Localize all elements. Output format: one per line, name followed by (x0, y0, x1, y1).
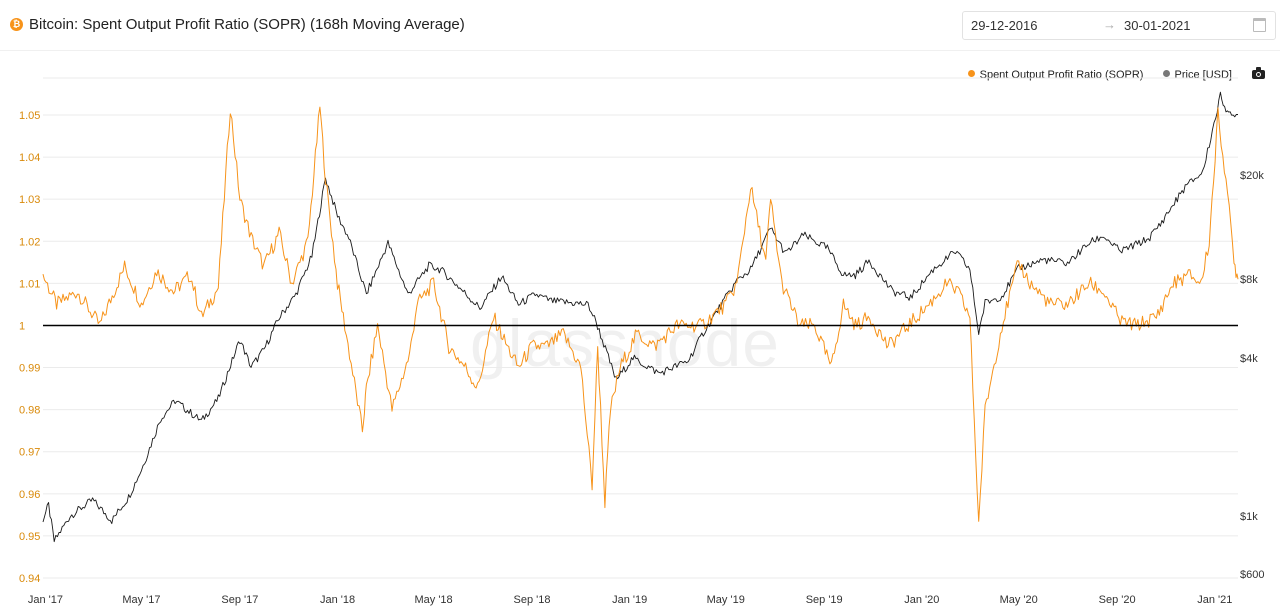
legend-dot-sopr (967, 70, 975, 77)
y-left-tick-label: 1 (19, 320, 25, 332)
y-left-tick-label: 1.05 (19, 110, 40, 122)
y-left-tick-label: 1.02 (19, 236, 40, 248)
bitcoin-icon: ₿ (10, 18, 23, 31)
price-series-line (42, 91, 1239, 543)
y-right-tick-label: $4k (1240, 353, 1258, 365)
x-tick-label: Sep '18 (514, 594, 551, 606)
y-left-tick-label: 0.95 (19, 531, 40, 543)
y-right-tick-label: $600 (1240, 569, 1264, 581)
calendar-icon[interactable] (1253, 18, 1266, 32)
chart-title: Bitcoin: Spent Output Profit Ratio (SOPR… (29, 16, 465, 33)
y-left-tick-label: 1.04 (19, 152, 40, 164)
y-right-tick-label: $8k (1240, 274, 1258, 286)
y-left-tick-label: 0.96 (19, 489, 40, 501)
camera-icon[interactable] (1252, 67, 1265, 79)
x-tick-label: May '19 (707, 594, 745, 606)
x-tick-label: Sep '20 (1099, 594, 1136, 606)
y-left-tick-label: 0.94 (19, 573, 40, 585)
legend-dot-price (1162, 70, 1170, 77)
x-tick-label: Sep '19 (806, 594, 843, 606)
x-tick-label: May '18 (415, 594, 453, 606)
x-tick-label: Jan '17 (28, 594, 63, 606)
x-tick-label: May '17 (122, 594, 160, 606)
date-start-input[interactable]: 29-12-2016 (971, 18, 1038, 33)
date-range-picker[interactable]: 29-12-2016 → 30-01-2021 (962, 11, 1276, 40)
y-left-tick-label: 0.99 (19, 363, 40, 375)
y-right-tick-label: $20k (1240, 170, 1264, 182)
date-end-input[interactable]: 30-01-2021 (1124, 18, 1191, 33)
x-tick-label: Jan '21 (1197, 594, 1232, 606)
y-left-tick-label: 1.01 (19, 278, 40, 290)
y-left-tick-label: 1.03 (19, 194, 40, 206)
sopr-series-line (42, 106, 1239, 522)
y-left-tick-label: 0.97 (19, 447, 40, 459)
x-tick-label: May '20 (1000, 594, 1038, 606)
chart-header: ₿ Bitcoin: Spent Output Profit Ratio (SO… (0, 0, 1280, 51)
x-tick-label: Jan '18 (320, 594, 355, 606)
x-tick-label: Jan '19 (612, 594, 647, 606)
y-left-tick-label: 0.98 (19, 405, 40, 417)
x-tick-label: Jan '20 (904, 594, 939, 606)
y-right-tick-label: $1k (1240, 511, 1258, 523)
arrow-right-icon: → (1103, 17, 1116, 32)
x-tick-label: Sep '17 (221, 594, 258, 606)
